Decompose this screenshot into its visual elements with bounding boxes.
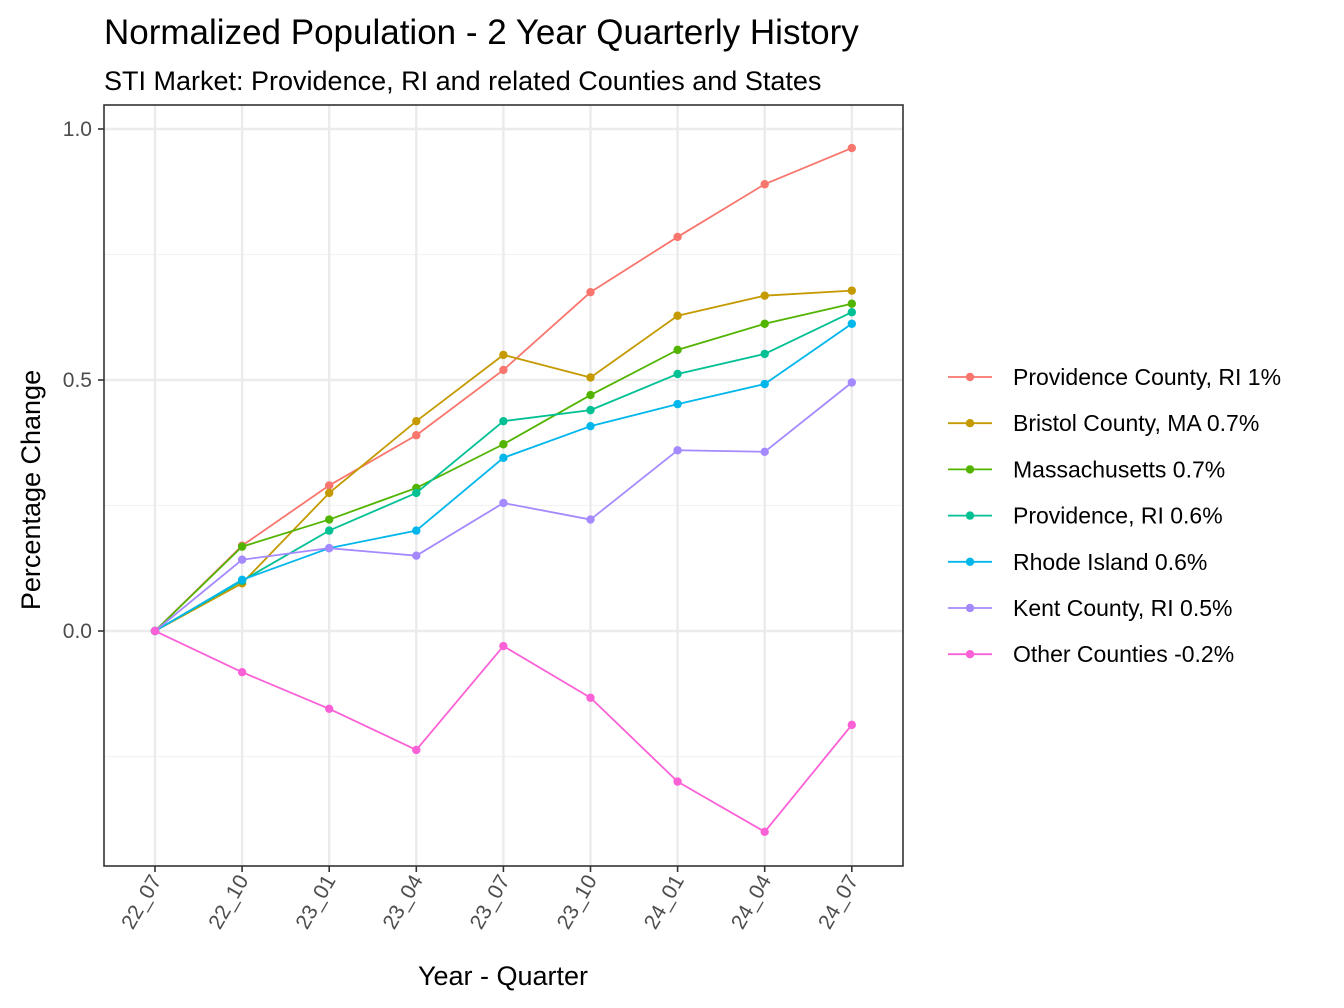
series-6 (150, 626, 856, 836)
legend-item: Other Counties -0.2% (948, 641, 1234, 667)
data-point (412, 745, 421, 755)
data-point (412, 551, 421, 560)
x-tick-label: 22_10 (204, 871, 253, 933)
plot-area (103, 104, 904, 867)
data-point (412, 488, 421, 498)
series-lines (150, 143, 856, 836)
x-tick-label: 24_04 (727, 871, 776, 933)
data-point (325, 515, 334, 524)
x-axis-title: Year - Quarter (418, 961, 588, 991)
x-tick-label: 23_10 (553, 871, 602, 933)
legend-label: Other Counties -0.2% (1013, 641, 1234, 667)
legend-item: Bristol County, MA 0.7% (948, 410, 1259, 436)
legend-marker (965, 465, 975, 474)
data-point (586, 515, 595, 524)
data-point (760, 349, 769, 359)
legend: Providence County, RI 1% Bristol County, … (948, 364, 1281, 667)
data-point (847, 720, 856, 730)
x-tick-label: 22_07 (117, 871, 166, 933)
data-point (760, 827, 769, 836)
legend-label: Rhode Island 0.6% (1013, 549, 1207, 575)
legend-item: Kent County, RI 0.5% (948, 595, 1232, 621)
x-tick-label: 23_01 (291, 871, 340, 933)
data-point (237, 542, 247, 551)
data-point (499, 440, 508, 449)
x-tick-label: 24_07 (814, 871, 863, 933)
legend-label: Bristol County, MA 0.7% (1013, 410, 1259, 436)
legend-item: Providence County, RI 1% (948, 364, 1281, 390)
legend-marker (965, 372, 975, 382)
x-tick-label: 24_01 (640, 871, 689, 933)
data-point (325, 526, 334, 535)
data-point (325, 481, 334, 490)
data-point (237, 575, 247, 584)
data-point (847, 299, 856, 308)
series-2 (150, 299, 856, 636)
x-axis: 22_07 22_10 23_01 23_04 23_07 23_10 24_01 24_04… (117, 866, 863, 933)
chart-subtitle: STI Market: Providence, RI and related C… (104, 66, 821, 96)
legend-item: Massachusetts 0.7% (948, 456, 1225, 482)
legend-marker (965, 603, 975, 613)
data-point (760, 379, 769, 389)
x-tick-label: 23_07 (466, 871, 515, 933)
data-point (237, 667, 247, 677)
data-point (412, 416, 421, 426)
data-point (673, 345, 682, 355)
data-point (499, 641, 508, 651)
data-point (586, 373, 595, 382)
data-point (325, 543, 334, 553)
data-point (499, 350, 508, 360)
data-point (673, 311, 682, 320)
data-point (673, 232, 682, 242)
legend-item: Providence, RI 0.6% (948, 503, 1223, 529)
data-point (673, 369, 682, 379)
legend-marker (965, 511, 975, 520)
data-point (760, 180, 769, 189)
legend-label: Massachusetts 0.7% (1013, 456, 1225, 482)
data-point (586, 421, 595, 431)
data-point (847, 378, 856, 387)
data-point (847, 286, 856, 295)
data-point (499, 453, 508, 463)
y-axis-title: Percentage Change (16, 370, 46, 610)
chart-title: Normalized Population - 2 Year Quarterly… (104, 13, 859, 52)
data-point (586, 390, 595, 400)
legend-marker (965, 650, 975, 659)
data-point (325, 488, 334, 498)
data-point (150, 626, 160, 636)
y-axis: 0.0 0.5 1.0 (63, 118, 104, 643)
legend-label: Providence, RI 0.6% (1013, 503, 1223, 529)
x-tick-label: 23_04 (379, 871, 428, 933)
y-tick-label: 0.5 (63, 369, 92, 392)
data-point (847, 143, 856, 153)
data-point (760, 447, 769, 456)
data-point (847, 308, 856, 317)
data-point (586, 405, 595, 415)
data-point (847, 319, 856, 328)
data-point (586, 287, 595, 297)
legend-marker (965, 419, 975, 428)
y-tick-label: 0.0 (63, 620, 92, 643)
data-point (412, 431, 421, 440)
data-point (499, 498, 508, 508)
data-point (586, 693, 595, 702)
data-point (673, 777, 682, 786)
data-point (499, 365, 508, 375)
data-point (499, 416, 508, 426)
data-point (673, 446, 682, 455)
data-point (760, 319, 769, 328)
legend-label: Providence County, RI 1% (1013, 364, 1281, 390)
data-point (412, 526, 421, 535)
data-point (325, 704, 334, 714)
legend-label: Kent County, RI 0.5% (1013, 595, 1232, 621)
y-tick-label: 1.0 (63, 118, 92, 141)
data-point (673, 399, 682, 409)
legend-marker (965, 557, 975, 566)
data-point (760, 291, 769, 300)
legend-item: Rhode Island 0.6% (948, 549, 1207, 575)
data-point (237, 555, 247, 564)
series-1 (150, 286, 856, 636)
